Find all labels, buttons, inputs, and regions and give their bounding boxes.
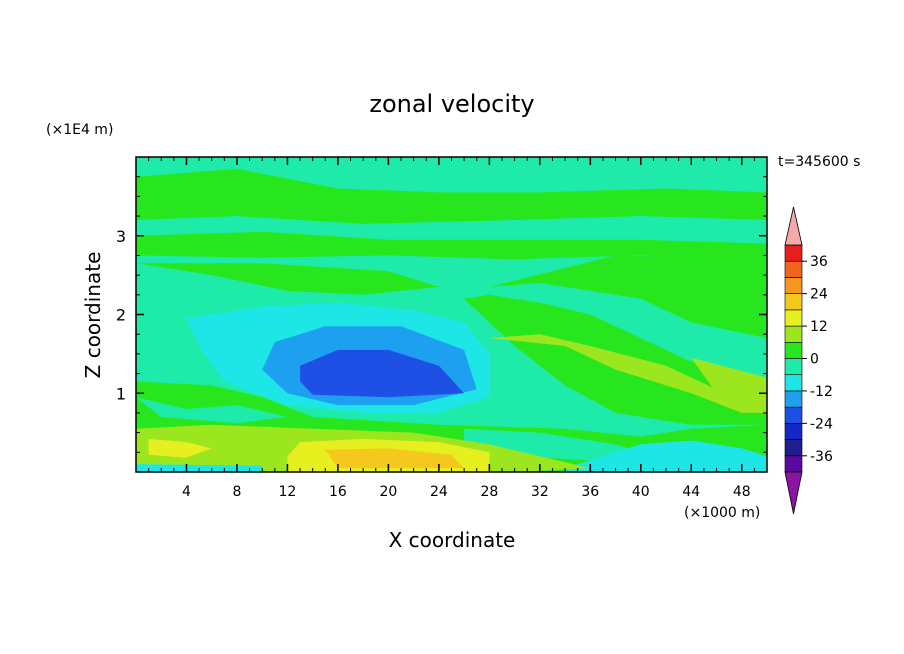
colorbar-swatch — [784, 260, 803, 278]
colorbar-swatch — [784, 423, 803, 440]
colorbar-over-arrow — [784, 206, 803, 246]
x-tick-label: 4 — [182, 484, 191, 500]
contour-region-0 — [136, 168, 767, 224]
x-tick-label: 24 — [430, 484, 448, 500]
contour-region-5 — [489, 334, 767, 413]
x-tick-label: 12 — [279, 484, 297, 500]
colorbar-swatch — [784, 244, 803, 262]
colorbar-swatch — [784, 374, 803, 392]
y-unit-label: (×1E4 m) — [46, 122, 113, 138]
colorbar-swatch — [784, 341, 803, 359]
x-unit-label: (×1000 m) — [684, 505, 760, 521]
colorbar-swatch — [784, 439, 803, 457]
contour-region-6 — [691, 357, 767, 402]
x-tick-label: 8 — [232, 484, 241, 500]
colorbar-swatch — [784, 358, 803, 376]
y-tick-label: 1 — [116, 384, 126, 403]
y-axis: 1 2 3 — [116, 176, 767, 453]
y-tick-label: 3 — [116, 227, 126, 246]
colorbar-tick-label: -24 — [810, 416, 833, 432]
colorbar-tick-label: 36 — [810, 254, 828, 270]
x-tick-label: 36 — [581, 484, 599, 500]
contour-region-1 — [136, 231, 767, 264]
y-tick-label: 2 — [116, 306, 126, 325]
x-tick-label: 20 — [379, 484, 397, 500]
colorbar: -36 -24 -12 0 12 24 36 — [784, 206, 833, 515]
x-axis: 4 8 12 16 20 24 28 32 36 40 44 48 — [148, 157, 755, 500]
contour-field — [136, 157, 767, 472]
x-tick-label: 48 — [733, 484, 751, 500]
x-tick-label: 44 — [682, 484, 700, 500]
colorbar-swatch — [784, 390, 803, 408]
colorbar-swatch — [784, 455, 803, 473]
y-axis-title: Z coordinate — [81, 252, 105, 379]
contour-region-15 — [148, 438, 212, 458]
x-tick-label: 32 — [531, 484, 549, 500]
contour-region-17 — [325, 448, 465, 469]
colorbar-swatch — [784, 309, 803, 327]
colorbar-tick-label: 24 — [810, 287, 828, 303]
time-label: t=345600 s — [778, 154, 860, 170]
contour-region-2 — [136, 263, 439, 295]
colorbar-tick-label: -36 — [810, 449, 833, 465]
colorbar-swatch — [784, 293, 803, 311]
chart-title: zonal velocity — [369, 90, 534, 118]
x-tick-label: 16 — [329, 484, 347, 500]
contour-region-3 — [489, 255, 767, 339]
colorbar-under-arrow — [784, 471, 803, 515]
contour-region-11 — [136, 397, 288, 424]
x-tick-label: 28 — [480, 484, 498, 500]
x-axis-title: X coordinate — [389, 528, 516, 552]
colorbar-tick-label: -12 — [810, 384, 833, 400]
colorbar-swatch — [784, 277, 803, 294]
colorbar-tick-label: 0 — [810, 352, 819, 368]
contour-region-9 — [300, 349, 465, 398]
colorbar-swatch — [784, 406, 803, 424]
colorbar-tick-label: 12 — [810, 319, 828, 335]
colorbar-swatch — [784, 325, 803, 343]
contour-region-13 — [565, 440, 767, 472]
x-tick-label: 40 — [632, 484, 650, 500]
